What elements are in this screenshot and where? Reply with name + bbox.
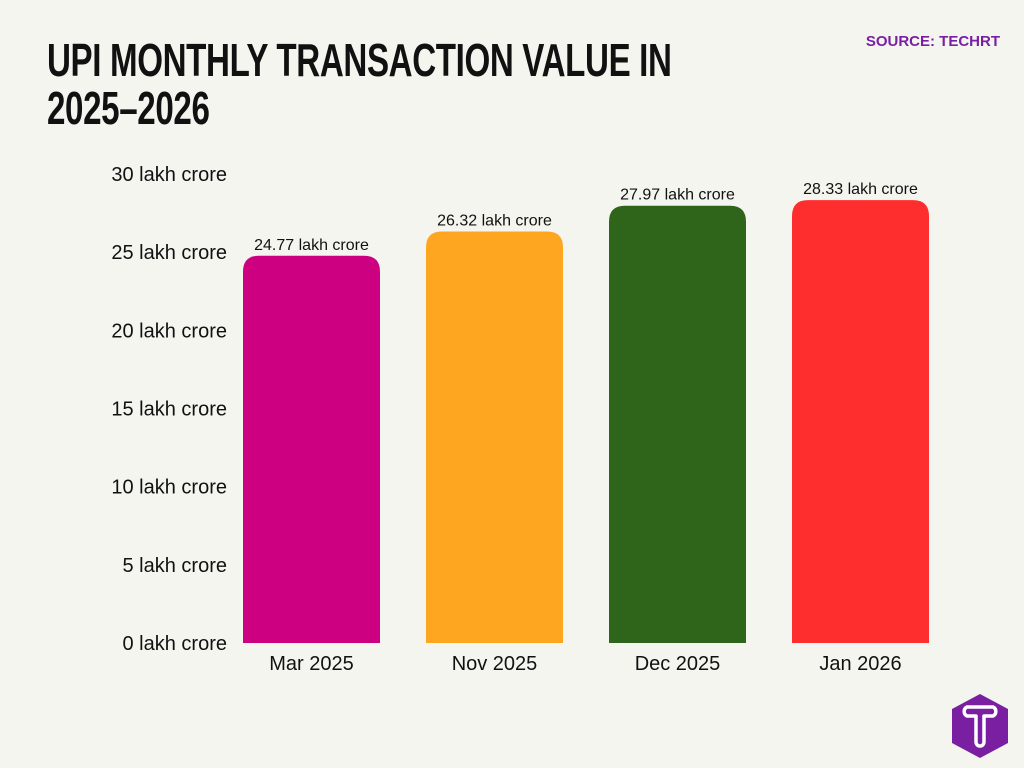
x-tick-label: Dec 2025 [635, 653, 721, 675]
y-tick-label: 25 lakh crore [111, 242, 227, 264]
y-tick-label: 5 lakh crore [123, 555, 228, 577]
x-tick-label: Mar 2025 [269, 653, 354, 675]
y-tick-label: 0 lakh crore [123, 633, 228, 655]
bar [609, 205, 746, 644]
data-label: 24.77 lakh crore [254, 237, 369, 254]
y-tick-label: 10 lakh crore [111, 477, 227, 499]
title-line-2: 2025–2026 [47, 82, 210, 134]
data-label: 26.32 lakh crore [437, 213, 552, 230]
bar [426, 231, 563, 643]
data-label: 27.97 lakh crore [620, 187, 735, 204]
data-label: 28.33 lakh crore [803, 181, 918, 198]
y-tick-label: 15 lakh crore [111, 399, 227, 421]
bar [792, 200, 929, 643]
source-label: SOURCE: TECHRT [865, 33, 1000, 50]
x-tick-label: Nov 2025 [452, 653, 538, 675]
bar [243, 255, 380, 643]
chart-title: UPI MONTHLY TRANSACTION VALUE IN 2025–20… [47, 36, 672, 132]
title-line-1: UPI MONTHLY TRANSACTION VALUE IN [47, 34, 672, 86]
y-tick-label: 30 lakh crore [111, 164, 227, 186]
techrt-logo-icon [952, 694, 1008, 758]
y-tick-label: 20 lakh crore [111, 320, 227, 342]
x-tick-label: Jan 2026 [819, 653, 901, 675]
